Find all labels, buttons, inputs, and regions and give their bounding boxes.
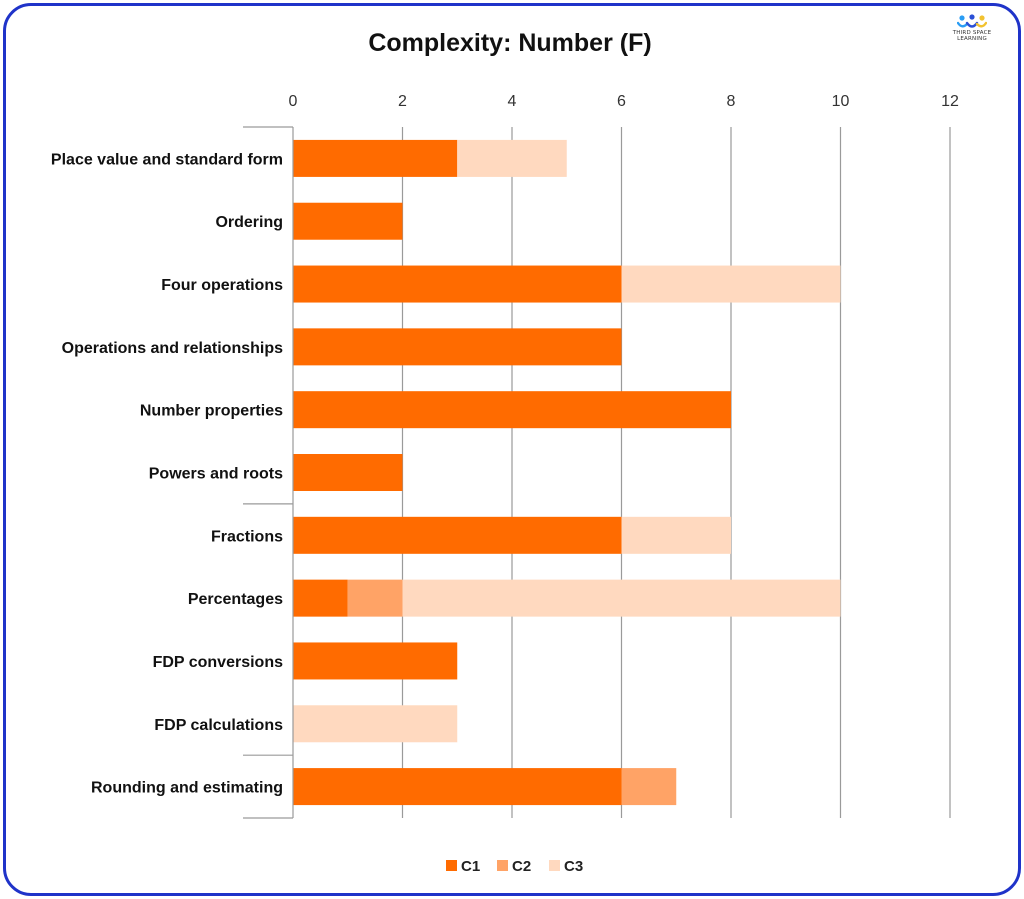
y-axis: [243, 126, 294, 819]
people-icon: [957, 14, 987, 28]
legend-swatch-c1: [446, 860, 457, 871]
legend-label-c2: C2: [512, 858, 531, 875]
category-label: Number properties: [140, 403, 283, 420]
legend-swatch-c2: [497, 860, 508, 871]
bar-c1: [293, 516, 622, 554]
category-label: Percentages: [188, 591, 283, 608]
x-tick-label: 6: [617, 93, 626, 110]
logo-line-2: LEARNING: [957, 36, 987, 42]
x-tick-label: 4: [508, 93, 517, 110]
bar-c1: [293, 391, 731, 429]
bars: [293, 139, 841, 806]
bar-c1: [293, 768, 622, 806]
bar-c1: [293, 454, 403, 491]
category-label: FDP conversions: [153, 654, 284, 671]
bar-c1: [293, 642, 458, 680]
bar-c1: [293, 265, 622, 303]
x-tick-label: 10: [832, 93, 850, 110]
bar-c2: [347, 579, 403, 617]
x-tick-label: 0: [289, 93, 298, 110]
logo-line-1: THIRD SPACE: [952, 30, 992, 36]
x-tick-label: 8: [727, 93, 736, 110]
bar-c3: [457, 139, 567, 177]
bar-c1: [293, 328, 622, 366]
category-label: Rounding and estimating: [91, 780, 283, 797]
bar-c3: [621, 516, 731, 554]
legend-swatch-c3: [549, 860, 560, 871]
bar-c1: [293, 139, 458, 177]
legend-label-c3: C3: [564, 858, 583, 875]
bar-c3: [621, 265, 841, 303]
x-axis-ticks: 0 2 4 6 8 10 12: [289, 93, 959, 110]
category-label: Operations and relationships: [62, 340, 283, 357]
category-labels: Place value and standard form Ordering Fou…: [51, 151, 283, 796]
category-label: Four operations: [161, 277, 283, 294]
legend-label-c1: C1: [461, 858, 480, 875]
category-label: Powers and roots: [149, 466, 283, 483]
category-label: FDP calculations: [154, 717, 283, 734]
bar-c3: [402, 579, 841, 617]
brand-logo: THIRD SPACE LEARNING: [946, 14, 998, 50]
category-label: Place value and standard form: [51, 151, 283, 168]
gridlines: [401, 127, 951, 818]
category-label: Ordering: [215, 214, 283, 231]
bar-c1: [293, 579, 348, 617]
category-label: Fractions: [211, 528, 283, 545]
legend: C1 C2 C3: [446, 858, 583, 875]
chart-title: Complexity: Number (F): [368, 29, 651, 57]
bar-c2: [621, 768, 677, 806]
bar-c3: [293, 705, 458, 743]
x-tick-label: 12: [941, 93, 959, 110]
bar-c1: [293, 202, 403, 240]
x-tick-label: 2: [398, 93, 407, 110]
